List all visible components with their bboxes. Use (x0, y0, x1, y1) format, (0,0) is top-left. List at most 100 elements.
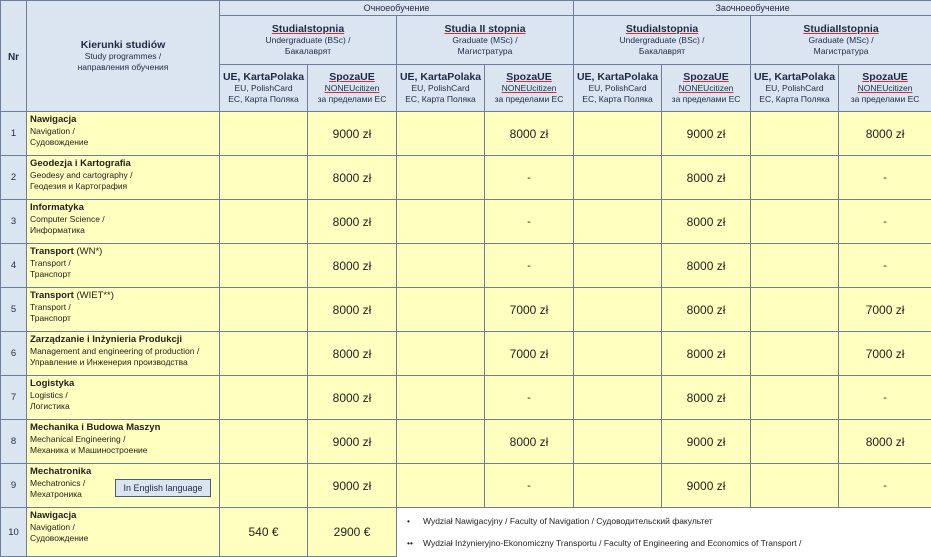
fee-cell (220, 376, 308, 420)
fee-cell (397, 156, 485, 200)
fee-cell (751, 464, 839, 508)
row-nr: 2 (1, 156, 27, 200)
footnote: ••Wydział Inżynieryjno-Ekonomiczny Trans… (397, 536, 931, 550)
table-row: 6 Zarządzanie i Inżynieria Produkcji Man… (1, 332, 931, 376)
programme-name-ru: Судовождение (30, 137, 216, 148)
programme-name-ru: Логистика (30, 401, 216, 412)
fee-cell (220, 156, 308, 200)
programme-name-ru: Управление и Инженерия производства (30, 357, 216, 368)
fee-cell (574, 112, 662, 156)
programme-name-ru: Геодезия и Картография (30, 181, 216, 192)
programme-cell: Zarządzanie i Inżynieria Produkcji Manag… (27, 332, 220, 376)
fee-cell (397, 112, 485, 156)
fee-cell: - (485, 200, 574, 244)
fee-cell: - (839, 244, 931, 288)
fee-cell: 8000 zł (839, 420, 931, 464)
fee-cell: 540 € (220, 508, 308, 557)
row-nr: 3 (1, 200, 27, 244)
programme-name-pl: Mechanika i Budowa Maszyn (30, 422, 216, 434)
programme-name-pl: Logistyka (30, 378, 216, 390)
nr-header: Nr (1, 1, 27, 112)
fulltime-header: Очноеобучение (220, 1, 574, 16)
fee-cell (751, 376, 839, 420)
table-row: 8 Mechanika i Budowa Maszyn Mechanical E… (1, 420, 931, 464)
row-nr: 9 (1, 464, 27, 508)
programme-cell: Nawigacja Navigation / Судовождение (27, 112, 220, 156)
programme-name-ru: Механика и Машиностроение (30, 445, 216, 456)
fee-cell (751, 200, 839, 244)
fee-cell: 8000 zł (485, 112, 574, 156)
level-header: StudiaIIstopnia Graduate (MSc) / Магистр… (751, 16, 931, 65)
fee-cell: 9000 zł (662, 420, 751, 464)
programme-cell: Logistyka Logistics / Логистика (27, 376, 220, 420)
fee-column-header: UE, KartaPolaka EU, PolishCard ЕС, Карта… (751, 65, 839, 112)
programmes-header: Kierunki studiów Study programmes / напр… (27, 1, 220, 112)
fee-cell (397, 332, 485, 376)
fee-cell: 8000 zł (662, 200, 751, 244)
fee-cell: 8000 zł (308, 156, 397, 200)
programme-name-en: Transport / (30, 258, 216, 269)
fee-cell (574, 464, 662, 508)
fee-cell (397, 464, 485, 508)
programmes-header-ru: направления обучения (27, 62, 219, 73)
programme-name-pl: Transport (WIET**) (30, 290, 216, 302)
fee-column-header: UE, KartaPolaka EU, PolishCard ЕС, Карта… (574, 65, 662, 112)
row-nr: 7 (1, 376, 27, 420)
programme-cell: Geodezja i Kartografia Geodesy and carto… (27, 156, 220, 200)
fee-cell (397, 244, 485, 288)
programme-name-ru: Информатика (30, 225, 216, 236)
fee-cell: 8000 zł (485, 420, 574, 464)
fee-cell: 8000 zł (308, 288, 397, 332)
fee-cell: 9000 zł (308, 112, 397, 156)
parttime-header: Заочноеобучение (574, 1, 931, 16)
fee-cell (751, 420, 839, 464)
fee-cell: 9000 zł (662, 464, 751, 508)
fee-cell: 7000 zł (839, 332, 931, 376)
row-nr: 6 (1, 332, 27, 376)
table-row: 3 Informatyka Computer Science / Информа… (1, 200, 931, 244)
fee-cell: 9000 zł (662, 112, 751, 156)
programme-name-ru: Транспорт (30, 269, 216, 280)
table-row: 1 Nawigacja Navigation / Судовождение 90… (1, 112, 931, 156)
programme-name-ru: Судовождение (30, 533, 216, 544)
fee-column-header: SpozaUE NONEUcitizen за пределами ЕС (662, 65, 751, 112)
fee-cell: 9000 zł (308, 464, 397, 508)
fee-cell: - (485, 244, 574, 288)
programme-cell: Mechanika i Budowa Maszyn Mechanical Eng… (27, 420, 220, 464)
fee-cell (574, 420, 662, 464)
programme-name-pl: Mechatronika (30, 466, 216, 478)
programme-name-en: Transport / (30, 302, 216, 313)
programme-name-pl: Geodezja i Kartografia (30, 158, 216, 170)
fee-cell: 8000 zł (839, 112, 931, 156)
table-row: 4 Transport (WN*) Transport / Транспорт … (1, 244, 931, 288)
programme-name-ru: Транспорт (30, 313, 216, 324)
fee-cell: - (485, 464, 574, 508)
fee-cell: - (839, 200, 931, 244)
fee-cell: 2900 € (308, 508, 397, 557)
programmes-header-pl: Kierunki studiów (27, 39, 219, 51)
fee-cell (751, 112, 839, 156)
level-header: StudiaIstopnia Undergraduate (BSc) / Бак… (220, 16, 397, 65)
fee-cell: 7000 zł (839, 288, 931, 332)
programme-cell: Transport (WIET**) Transport / Транспорт (27, 288, 220, 332)
fee-cell: 8000 zł (662, 156, 751, 200)
fee-cell (751, 332, 839, 376)
programme-name-pl: Transport (WN*) (30, 246, 216, 258)
fee-cell (220, 420, 308, 464)
fee-cell: 8000 zł (662, 244, 751, 288)
fee-cell: 8000 zł (308, 332, 397, 376)
fee-cell (574, 244, 662, 288)
fee-cell: 8000 zł (308, 200, 397, 244)
table-row: 5 Transport (WIET**) Transport / Транспо… (1, 288, 931, 332)
fee-cell (574, 200, 662, 244)
fee-cell: - (485, 156, 574, 200)
fee-cell (397, 200, 485, 244)
level-header: Studia II stopnia Graduate (MSc) / Магис… (397, 16, 574, 65)
programmes-header-en: Study programmes / (27, 51, 219, 62)
fee-cell (574, 288, 662, 332)
fee-cell: 8000 zł (308, 244, 397, 288)
fee-cell: 7000 zł (485, 332, 574, 376)
programme-cell: Informatyka Computer Science / Информати… (27, 200, 220, 244)
fee-cell (574, 376, 662, 420)
fee-cell (574, 332, 662, 376)
